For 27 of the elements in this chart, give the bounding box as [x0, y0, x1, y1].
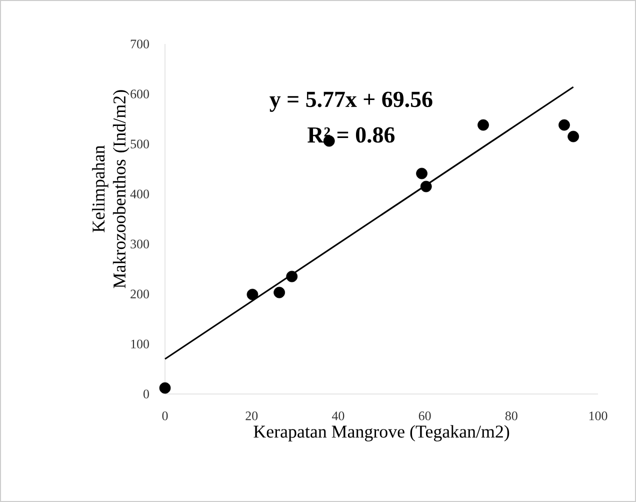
- y-axis-title: Kelimpahan Makrozoobenthos (Ind/m2): [92, 90, 130, 288]
- y-tick-label: 700: [130, 40, 149, 48]
- x-tick-label: 100: [589, 412, 608, 420]
- y-tick-label: 400: [130, 190, 149, 198]
- point: [420, 180, 432, 192]
- y-tick-label: 600: [130, 90, 149, 98]
- point: [286, 270, 298, 282]
- point: [568, 130, 580, 142]
- annotation: y = 5.77x + 69.56: [270, 92, 432, 112]
- point: [478, 119, 489, 131]
- x-tick-label: 20: [246, 412, 258, 420]
- y-tick-label: 300: [130, 240, 149, 248]
- y-tick-label: 100: [131, 340, 149, 348]
- x-tick-label: 40: [332, 412, 344, 420]
- point: [274, 286, 286, 298]
- y-tick-label: 200: [130, 290, 149, 298]
- annotation: R² = 0.86: [308, 127, 395, 143]
- point: [246, 288, 258, 300]
- y-tick-label: 0: [144, 390, 149, 398]
- x-tick-label: 0: [162, 412, 168, 420]
- x-axis-title: Kerapatan Mangrove (Tegakan/m2): [254, 425, 510, 442]
- x-tick-label: 60: [418, 412, 431, 420]
- x-tick-label: 80: [505, 412, 518, 420]
- point: [416, 168, 428, 180]
- point: [558, 119, 570, 131]
- y-tick-label: 500: [130, 140, 149, 148]
- point: [159, 382, 171, 394]
